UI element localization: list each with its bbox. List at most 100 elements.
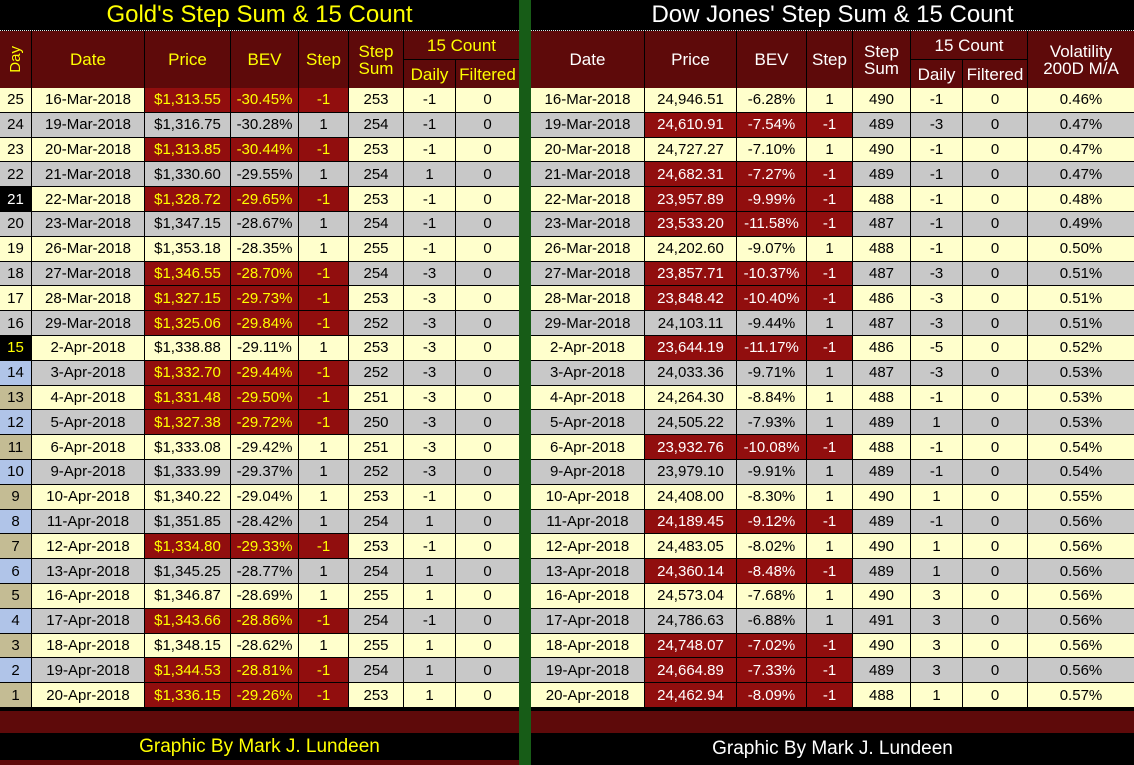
dow-header-bev: BEV bbox=[737, 31, 806, 88]
cell-step-sum: 254 bbox=[349, 509, 403, 534]
cell-bev: -6.28% bbox=[737, 88, 806, 112]
cell-bev: -29.33% bbox=[231, 534, 298, 559]
cell-date: 2-Apr-2018 bbox=[531, 335, 644, 360]
cell-filtered: 0 bbox=[456, 385, 519, 410]
cell-price: 24,946.51 bbox=[645, 88, 736, 112]
cell-step: 1 bbox=[299, 162, 348, 187]
cell-date: 5-Apr-2018 bbox=[32, 410, 144, 435]
cell-price: 23,857.71 bbox=[645, 261, 736, 286]
cell-date: 29-Mar-2018 bbox=[32, 311, 144, 335]
cell-bev: -9.91% bbox=[737, 459, 806, 484]
cell-step: 1 bbox=[807, 608, 852, 633]
dow-header-step-sum: Step Sum bbox=[853, 31, 910, 88]
cell-filtered: 0 bbox=[963, 658, 1027, 683]
cell-step: 1 bbox=[807, 360, 852, 385]
cell-daily: -1 bbox=[404, 236, 455, 261]
cell-bev: -29.26% bbox=[231, 683, 298, 707]
cell-date: 10-Apr-2018 bbox=[531, 484, 644, 509]
cell-step-sum: 488 bbox=[853, 435, 910, 459]
cell-daily: -1 bbox=[911, 509, 962, 534]
cell-date: 17-Apr-2018 bbox=[32, 608, 144, 633]
cell-step-sum: 253 bbox=[349, 137, 403, 162]
cell-day: 13 bbox=[0, 385, 31, 410]
cell-filtered: 0 bbox=[963, 534, 1027, 559]
cell-daily: 1 bbox=[911, 559, 962, 583]
gold-table-header: Day Date Price BEV Step Step Sum 15 Coun… bbox=[0, 30, 519, 88]
cell-step-sum: 255 bbox=[349, 236, 403, 261]
cell-daily: -3 bbox=[404, 410, 455, 435]
cell-volatility: 0.47% bbox=[1028, 162, 1134, 187]
cell-step: -1 bbox=[807, 683, 852, 707]
cell-daily: -3 bbox=[404, 435, 455, 459]
cell-step: 1 bbox=[807, 410, 852, 435]
cell-step: -1 bbox=[299, 88, 348, 112]
cell-step: -1 bbox=[807, 187, 852, 211]
cell-bev: -10.37% bbox=[737, 261, 806, 286]
cell-step-sum: 490 bbox=[853, 88, 910, 112]
cell-daily: -3 bbox=[404, 286, 455, 311]
cell-bev: -7.27% bbox=[737, 162, 806, 187]
cell-step: 1 bbox=[299, 583, 348, 608]
cell-step-sum: 254 bbox=[349, 112, 403, 137]
cell-bev: -28.62% bbox=[231, 633, 298, 658]
cell-daily: -1 bbox=[404, 484, 455, 509]
cell-bev: -7.54% bbox=[737, 112, 806, 137]
cell-price: $1,346.55 bbox=[145, 261, 230, 286]
cell-bev: -28.86% bbox=[231, 608, 298, 633]
cell-bev: -9.99% bbox=[737, 187, 806, 211]
cell-daily: 3 bbox=[911, 633, 962, 658]
cell-day: 4 bbox=[0, 608, 31, 633]
cell-step-sum: 252 bbox=[349, 360, 403, 385]
cell-daily: -3 bbox=[404, 335, 455, 360]
cell-daily: -5 bbox=[911, 335, 962, 360]
cell-daily: -1 bbox=[911, 236, 962, 261]
cell-price: 24,408.00 bbox=[645, 484, 736, 509]
cell-step: -1 bbox=[807, 633, 852, 658]
cell-price: 23,848.42 bbox=[645, 286, 736, 311]
cell-filtered: 0 bbox=[963, 633, 1027, 658]
cell-daily: -1 bbox=[911, 162, 962, 187]
cell-date: 11-Apr-2018 bbox=[32, 509, 144, 534]
cell-price: $1,346.87 bbox=[145, 583, 230, 608]
cell-price: $1,332.70 bbox=[145, 360, 230, 385]
cell-price: $1,340.22 bbox=[145, 484, 230, 509]
cell-date: 29-Mar-2018 bbox=[531, 311, 644, 335]
dow-footer-red-band bbox=[531, 711, 1134, 733]
cell-filtered: 0 bbox=[456, 261, 519, 286]
cell-filtered: 0 bbox=[963, 459, 1027, 484]
cell-step: -1 bbox=[807, 435, 852, 459]
cell-price: $1,338.88 bbox=[145, 335, 230, 360]
cell-step-sum: 490 bbox=[853, 534, 910, 559]
cell-daily: -3 bbox=[404, 385, 455, 410]
cell-step-sum: 254 bbox=[349, 162, 403, 187]
gold-table-title: Gold's Step Sum & 15 Count bbox=[0, 0, 519, 30]
cell-step-sum: 253 bbox=[349, 534, 403, 559]
cell-bev: -28.70% bbox=[231, 261, 298, 286]
cell-date: 27-Mar-2018 bbox=[531, 261, 644, 286]
cell-filtered: 0 bbox=[456, 236, 519, 261]
cell-bev: -9.12% bbox=[737, 509, 806, 534]
cell-price: 24,664.89 bbox=[645, 658, 736, 683]
cell-step: -1 bbox=[299, 261, 348, 286]
cell-step-sum: 252 bbox=[349, 311, 403, 335]
cell-step: 1 bbox=[299, 211, 348, 236]
cell-bev: -29.73% bbox=[231, 286, 298, 311]
cell-daily: -1 bbox=[404, 211, 455, 236]
cell-bev: -29.65% bbox=[231, 187, 298, 211]
cell-step-sum: 254 bbox=[349, 261, 403, 286]
cell-step-sum: 488 bbox=[853, 236, 910, 261]
cell-date: 27-Mar-2018 bbox=[32, 261, 144, 286]
dow-header-step: Step bbox=[807, 31, 852, 88]
cell-daily: 1 bbox=[404, 162, 455, 187]
cell-filtered: 0 bbox=[456, 534, 519, 559]
cell-daily: -1 bbox=[911, 137, 962, 162]
cell-day: 3 bbox=[0, 633, 31, 658]
cell-daily: -1 bbox=[911, 187, 962, 211]
cell-step-sum: 486 bbox=[853, 335, 910, 360]
cell-price: 24,573.04 bbox=[645, 583, 736, 608]
cell-step-sum: 489 bbox=[853, 559, 910, 583]
cell-date: 20-Mar-2018 bbox=[32, 137, 144, 162]
cell-volatility: 0.55% bbox=[1028, 484, 1134, 509]
cell-date: 26-Mar-2018 bbox=[531, 236, 644, 261]
gold-footer-gap bbox=[0, 707, 519, 711]
